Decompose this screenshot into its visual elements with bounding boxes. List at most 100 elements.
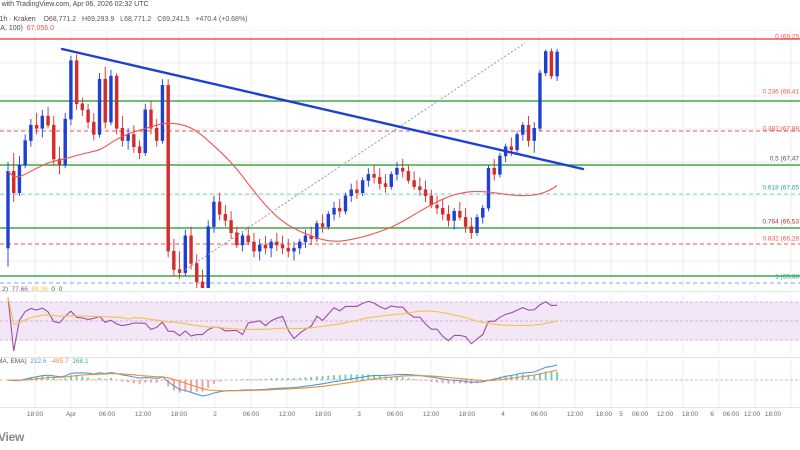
macd-hist-bar — [287, 378, 290, 380]
time-tick-2: 06:00 — [98, 411, 116, 418]
candle-body — [46, 115, 50, 126]
macd-hist-bar — [115, 379, 118, 381]
macd-hist-bar — [29, 377, 32, 380]
rsi-pane[interactable]: MA, 14, 2) 77.66 84.36 0 0 — [0, 286, 800, 354]
macd-hist-bar — [430, 380, 433, 382]
macd-hist-bar — [81, 376, 84, 380]
macd-hist-bar — [275, 378, 278, 380]
macd-hist-bar — [550, 372, 553, 380]
macd-hist-bar — [418, 379, 421, 381]
macd-pane[interactable]: lose, 9, EMA, EMA) 212.6 -485.7 268.1 — [0, 358, 800, 408]
price-pane[interactable] — [0, 30, 800, 288]
macd-hist-bar — [178, 380, 181, 393]
macd-hist-bar — [458, 380, 461, 384]
candle-body — [343, 195, 348, 212]
price-chart-svg — [0, 30, 800, 288]
candle-body — [275, 241, 279, 246]
macd-signal-value: -485.7 — [50, 358, 69, 365]
rsi-ma-line — [7, 296, 558, 331]
time-axis[interactable]: 18:00 Apr 06:00 12:00 18:00 2 06:00 12:00 18:00 3… — [0, 409, 800, 427]
candle-body — [17, 164, 22, 194]
candle-body — [303, 235, 308, 243]
macd-hist-bar — [230, 379, 233, 381]
candle-body — [212, 201, 216, 227]
pane-divider-2 — [0, 407, 800, 408]
time-tick-11: 12:00 — [422, 411, 440, 418]
macd-hist-bar — [281, 378, 284, 380]
candle-body — [40, 115, 45, 129]
macd-layers — [0, 360, 800, 408]
macd-hist-bar — [310, 377, 313, 380]
macd-hist-bar — [87, 377, 90, 380]
candle-body — [86, 109, 90, 123]
macd-hist-bar — [121, 380, 124, 382]
candle-body — [223, 214, 228, 221]
macd-hist-bar — [212, 380, 215, 384]
rsi-legend-label: MA, 14, 2) — [0, 286, 8, 293]
macd-hist-bar — [395, 376, 398, 380]
candle-body — [332, 207, 336, 215]
candle-body — [200, 281, 205, 288]
candle-body — [326, 214, 331, 227]
candle-body — [406, 171, 411, 181]
candle-body — [114, 75, 119, 129]
candle-body — [355, 189, 359, 194]
macd-hist-bar — [109, 377, 112, 380]
macd-hist-bar — [373, 374, 376, 380]
macd-hist-bar — [504, 375, 507, 380]
candle-body — [543, 51, 548, 74]
macd-hist-bar — [104, 379, 107, 380]
candle-body — [372, 174, 376, 178]
change-value: +470.4 (+0.68%) — [195, 16, 248, 23]
candle-body — [103, 78, 107, 123]
candle-body — [366, 174, 371, 181]
candle-body — [80, 103, 85, 111]
candle-body — [378, 177, 382, 184]
macd-hist-bar — [258, 378, 261, 380]
fib-label-4: 0.618 (67,05 — [762, 184, 799, 192]
time-tick-21: 6 — [710, 411, 714, 418]
candle-body — [252, 241, 256, 252]
macd-histogram-value: 268.1 — [72, 358, 89, 365]
macd-hist-bar — [167, 380, 170, 387]
sma-100-line — [7, 122, 558, 242]
macd-hist-bar — [476, 380, 479, 384]
ma-legend-value: 67,056.0 — [26, 25, 55, 32]
candle-body — [458, 210, 462, 218]
macd-hist-bar — [527, 374, 530, 380]
candle-body — [349, 189, 353, 197]
candle-body — [486, 167, 491, 209]
candle-body — [257, 244, 262, 252]
candle-body — [418, 186, 422, 190]
candle-body — [292, 247, 296, 252]
time-tick-19: 12:00 — [656, 411, 674, 418]
time-tick-13: 4 — [501, 411, 505, 418]
candle-body — [137, 146, 142, 154]
macd-hist-bar — [304, 377, 307, 380]
candle-body — [538, 72, 542, 129]
candle-body — [229, 220, 233, 233]
macd-chart-svg — [0, 360, 800, 408]
time-tick-1: Apr — [65, 411, 77, 418]
low-value: 68,771.2 — [124, 16, 152, 23]
time-tick-9: 3 — [357, 411, 361, 418]
attribution-text: ated with TradingView.com, Apr 06, 2026 … — [0, 1, 149, 8]
macd-hist-bar — [69, 375, 72, 380]
candle-body — [412, 180, 416, 187]
time-tick-18: 06:00 — [631, 411, 649, 418]
fib-label-5: 0.764 (66,53 — [762, 218, 799, 226]
candle-body — [269, 241, 273, 249]
macd-value: 212.6 — [30, 358, 47, 365]
candle-body — [240, 235, 245, 246]
fib-label-7: 1 (65,68 — [775, 273, 799, 281]
macd-hist-bar — [533, 375, 536, 380]
macd-hist-bar — [150, 380, 152, 383]
macd-hist-bar — [453, 380, 456, 384]
candle-body — [469, 226, 474, 233]
candle-body — [515, 134, 519, 151]
macd-hist-bar — [498, 376, 501, 380]
candle-body — [395, 167, 399, 175]
macd-hist-bar — [538, 373, 541, 380]
macd-line — [7, 364, 558, 397]
symbol-ohlc-line: ollar · 1h · Kraken O68,771.2 H69,293.9 … — [0, 16, 248, 23]
